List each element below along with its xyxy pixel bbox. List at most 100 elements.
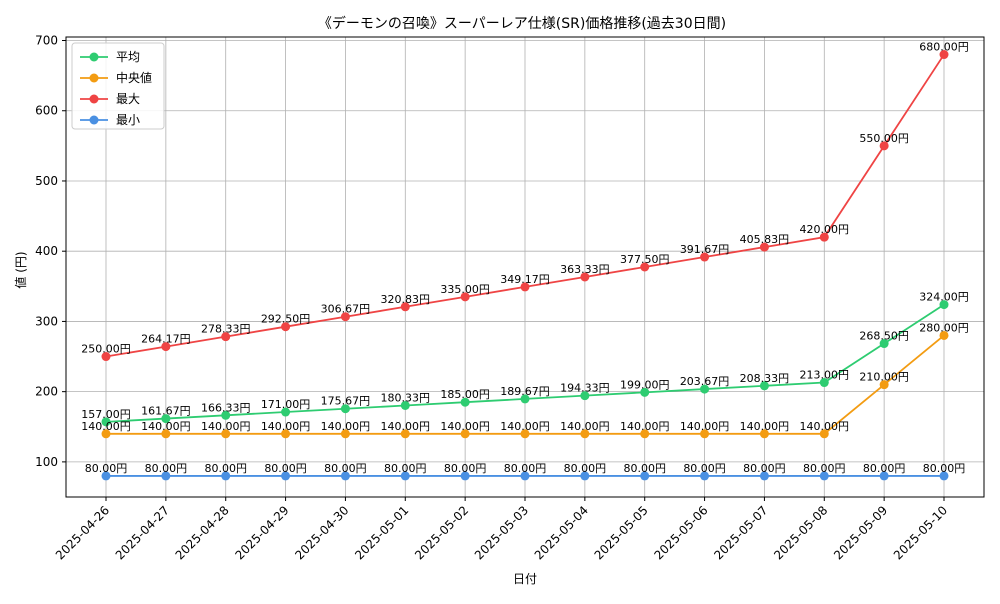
data-point [101,429,111,439]
data-label: 157.00円 [81,408,131,421]
data-point [101,417,111,427]
data-point [939,50,949,60]
data-point [879,141,889,151]
data-label: 324.00円 [919,291,969,304]
data-point [101,352,111,362]
data-point [640,262,650,272]
data-label: 292.50円 [261,313,311,326]
data-label: 180.33円 [381,391,431,404]
data-point [759,242,769,252]
data-point [221,332,231,342]
data-point [221,429,231,439]
data-label: 80.00円 [145,462,188,475]
data-label: 391.67円 [680,243,730,256]
data-point [580,272,590,282]
data-point [700,384,710,394]
data-label: 250.00円 [81,343,131,356]
legend-marker [89,94,99,104]
data-point [400,471,410,481]
data-label: 80.00円 [743,462,786,475]
data-label: 140.00円 [261,420,311,433]
legend-label: 最小 [116,113,140,127]
y-tick-label: 500 [35,174,58,188]
data-label: 171.00円 [261,398,311,411]
data-point [700,252,710,262]
data-label: 80.00円 [863,462,906,475]
data-point [939,471,949,481]
legend-marker [89,115,99,125]
legend-label: 中央値 [116,70,152,85]
data-label: 80.00円 [384,462,427,475]
data-point [759,429,769,439]
y-tick-label: 200 [35,385,58,399]
series-layer [101,50,949,481]
data-label: 280.00円 [919,321,969,334]
data-label: 377.50円 [620,253,670,266]
data-point [281,471,291,481]
data-label: 140.00円 [440,420,490,433]
data-point [340,429,350,439]
data-label: 166.33円 [201,401,251,414]
data-point [340,471,350,481]
y-tick-label: 600 [35,104,58,118]
x-tick-label: 2025-05-05 [592,503,651,562]
data-point [580,429,590,439]
data-point [759,471,769,481]
data-point [161,471,171,481]
x-tick-label: 2025-04-29 [232,503,291,562]
x-axis-label: 日付 [513,572,537,586]
data-label: 140.00円 [560,420,610,433]
data-point [460,471,470,481]
series-2 [101,50,949,362]
y-tick-label: 300 [35,314,58,328]
data-point [281,407,291,417]
x-tick-label: 2025-05-04 [532,503,591,562]
data-label: 208.33円 [740,372,790,385]
data-label: 268.50円 [859,330,909,343]
data-label: 203.67円 [680,375,730,388]
data-point [700,471,710,481]
x-tick-label: 2025-05-07 [711,503,770,562]
data-point [520,282,530,292]
grid [66,37,984,497]
data-label: 140.00円 [381,420,431,433]
y-tick-label: 700 [35,34,58,48]
data-point [400,400,410,410]
data-point [879,339,889,349]
data-label: 80.00円 [504,462,547,475]
data-label: 80.00円 [85,462,128,475]
y-tick-label: 400 [35,244,58,258]
data-label: 140.00円 [321,420,371,433]
data-label: 140.00円 [141,420,191,433]
data-point [281,429,291,439]
data-label: 80.00円 [564,462,607,475]
data-point [819,232,829,242]
data-point [460,292,470,302]
x-tick-label: 2025-05-10 [891,503,950,562]
data-point [640,387,650,397]
data-point [939,300,949,310]
data-point [640,471,650,481]
data-point [819,471,829,481]
legend-marker [89,73,99,83]
legend-box [71,42,165,130]
data-point [520,394,530,404]
data-point [580,471,590,481]
data-point [700,429,710,439]
data-label: 189.67円 [500,385,550,398]
data-label: 213.00円 [800,369,850,382]
data-label: 194.33円 [560,382,610,395]
data-label: 80.00円 [444,462,487,475]
series-1 [101,330,949,439]
data-label: 140.00円 [500,420,550,433]
x-tick-label: 2025-05-03 [472,503,531,562]
x-tick-label: 2025-05-06 [651,503,710,562]
data-point [640,429,650,439]
data-point [580,391,590,401]
x-tick-label: 2025-05-01 [352,503,411,562]
data-point [939,330,949,340]
data-label: 680.00円 [919,41,969,54]
